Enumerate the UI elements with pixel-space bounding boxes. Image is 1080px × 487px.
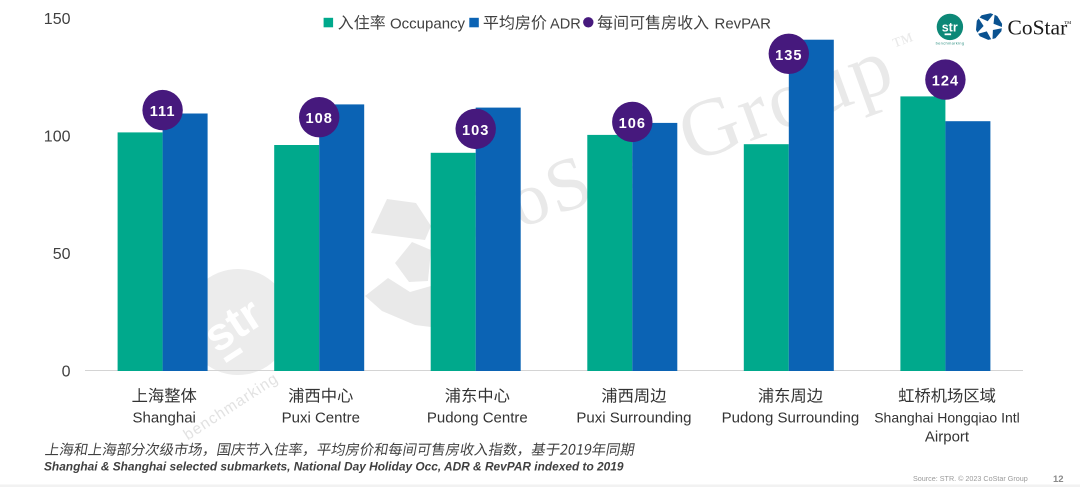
- svg-text:12: 12: [1053, 474, 1064, 485]
- svg-text:Puxi Surrounding: Puxi Surrounding: [576, 410, 691, 427]
- svg-text:103: 103: [462, 123, 489, 139]
- svg-text:Puxi Centre: Puxi Centre: [282, 410, 360, 427]
- svg-text:Airport: Airport: [925, 429, 970, 446]
- svg-text:111: 111: [150, 104, 176, 120]
- svg-text:135: 135: [775, 48, 802, 64]
- svg-text:Occupancy: Occupancy: [390, 15, 466, 32]
- svg-text:106: 106: [619, 116, 646, 132]
- svg-text:Pudong Centre: Pudong Centre: [427, 410, 528, 427]
- svg-text:Shanghai & Shanghai selected s: Shanghai & Shanghai selected submarkets,…: [44, 460, 624, 474]
- svg-text:100: 100: [44, 129, 71, 146]
- svg-text:ADR: ADR: [550, 16, 581, 32]
- svg-text:0: 0: [62, 364, 71, 381]
- svg-text:str: str: [942, 21, 958, 35]
- svg-text:124: 124: [932, 74, 959, 90]
- svg-text:CoStar: CoStar: [1008, 16, 1068, 40]
- svg-text:Shanghai: Shanghai: [132, 410, 195, 427]
- svg-text:benchmarking: benchmarking: [936, 41, 965, 46]
- svg-text:Shanghai Hongqiao Intl: Shanghai Hongqiao Intl: [874, 410, 1020, 426]
- svg-text:150: 150: [44, 11, 71, 28]
- svg-text:Source: STR. © 2023 CoStar Gro: Source: STR. © 2023 CoStar Group: [913, 474, 1028, 483]
- svg-text:108: 108: [306, 111, 333, 127]
- svg-text:Pudong Surrounding: Pudong Surrounding: [722, 410, 860, 427]
- svg-text:RevPAR: RevPAR: [715, 15, 772, 32]
- svg-text:50: 50: [53, 246, 71, 263]
- svg-text:™: ™: [1064, 19, 1072, 28]
